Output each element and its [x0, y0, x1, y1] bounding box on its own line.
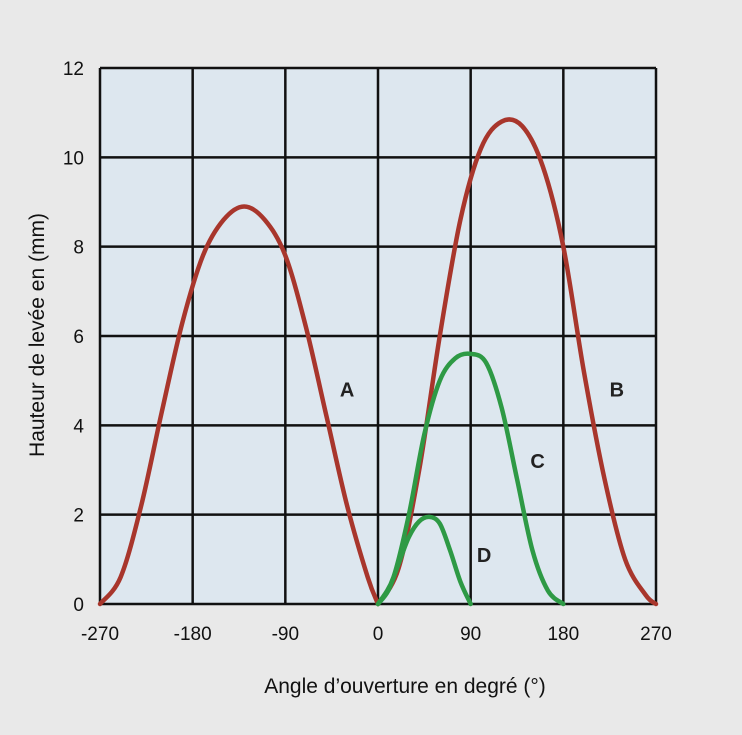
- x-tick-label: 90: [460, 624, 481, 645]
- series-labels: A B C D: [340, 380, 624, 567]
- y-tick-label: 10: [63, 148, 84, 169]
- series-label-a: A: [340, 380, 354, 402]
- x-tick-label: 270: [640, 624, 672, 645]
- series-line-a: [97, 204, 381, 607]
- y-tick-label: 8: [73, 238, 84, 259]
- x-tick-label: 180: [547, 624, 579, 645]
- x-tick-label: -180: [174, 624, 212, 645]
- y-axis-label: Hauteur de levée en (mm): [26, 213, 49, 457]
- y-tick-label: 6: [73, 327, 84, 348]
- series-label-c: C: [530, 451, 544, 473]
- x-tick-label: -270: [81, 624, 119, 645]
- grid: [98, 66, 658, 606]
- y-tick-label: 2: [73, 506, 84, 527]
- series-label-d: D: [477, 545, 491, 567]
- y-tick-label: 12: [63, 59, 84, 80]
- series-line-d: [375, 514, 473, 607]
- y-tick-label: 4: [73, 416, 84, 437]
- series-lines: [97, 117, 659, 607]
- x-tick-label: -90: [272, 624, 299, 645]
- tick-labels: -270 -180 -90 0 90 180 270 0 2 4 6 8 10 12: [63, 59, 672, 645]
- x-axis-label: Angle d’ouverture en degré (°): [264, 675, 546, 698]
- x-tick-label: 0: [373, 624, 384, 645]
- y-tick-label: 0: [73, 595, 84, 616]
- series-label-b: B: [610, 380, 624, 402]
- series-line-c: [375, 351, 566, 607]
